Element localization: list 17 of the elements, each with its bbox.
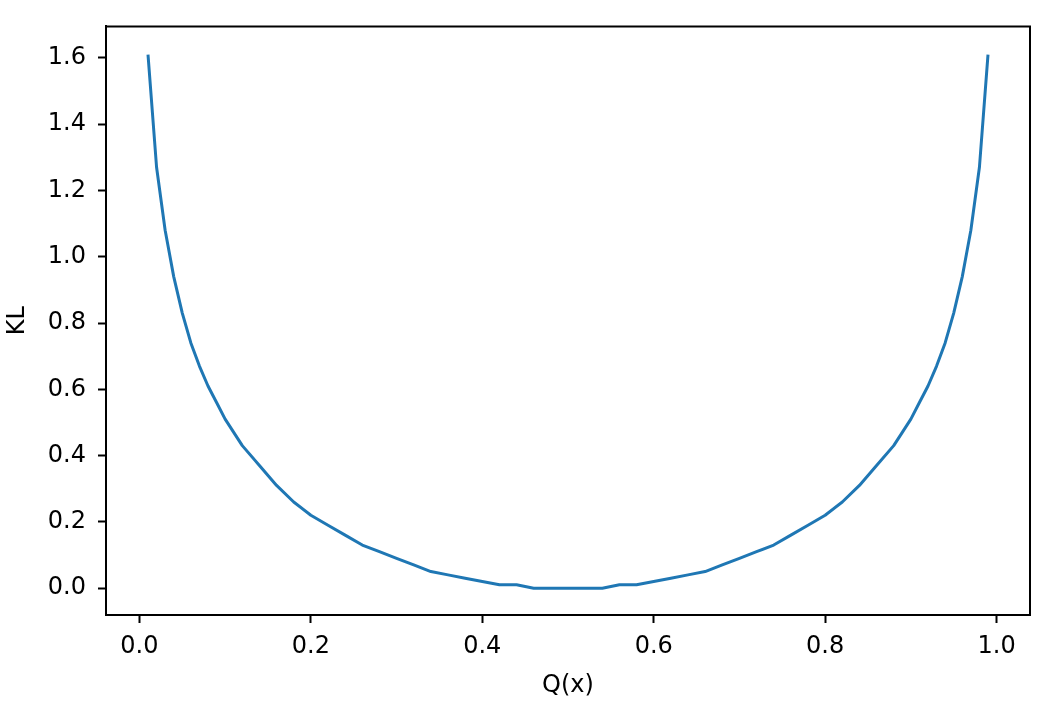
x-tick-label: 0.0 [120,630,159,659]
y-axis-title: KL [1,305,30,336]
y-tick-label: 0.6 [47,373,86,402]
y-tick-label: 0.2 [47,506,86,535]
x-tick-label: 1.0 [977,630,1016,659]
y-tick-label: 1.4 [47,108,86,137]
y-tick-label: 1.6 [47,42,86,71]
y-tick-label: 1.2 [47,174,86,203]
y-tick-label: 1.0 [47,240,86,269]
y-tick-label: 0.8 [47,307,86,336]
x-tick-label: 0.6 [634,630,673,659]
y-tick-label: 0.4 [47,439,86,468]
y-tick-label: 0.0 [47,572,86,601]
x-tick-label: 0.8 [806,630,845,659]
x-tick-label: 0.4 [463,630,502,659]
x-tick-label: 0.2 [291,630,330,659]
x-axis-title: Q(x) [542,669,594,698]
